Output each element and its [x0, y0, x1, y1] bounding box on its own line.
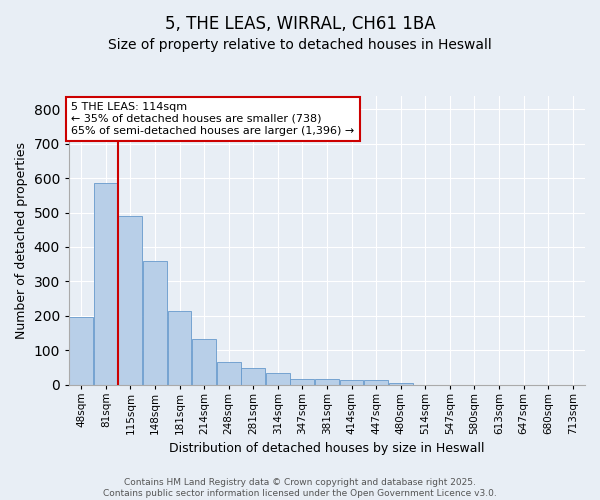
X-axis label: Distribution of detached houses by size in Heswall: Distribution of detached houses by size … — [169, 442, 485, 455]
Bar — [192, 339, 216, 384]
Bar — [340, 380, 364, 384]
Bar — [94, 184, 118, 384]
Text: Size of property relative to detached houses in Heswall: Size of property relative to detached ho… — [108, 38, 492, 52]
Bar — [266, 372, 290, 384]
Bar — [167, 310, 191, 384]
Text: Contains HM Land Registry data © Crown copyright and database right 2025.
Contai: Contains HM Land Registry data © Crown c… — [103, 478, 497, 498]
Bar — [217, 362, 241, 384]
Bar — [364, 380, 388, 384]
Bar — [389, 382, 413, 384]
Text: 5 THE LEAS: 114sqm
← 35% of detached houses are smaller (738)
65% of semi-detach: 5 THE LEAS: 114sqm ← 35% of detached hou… — [71, 102, 355, 136]
Bar — [70, 318, 93, 384]
Bar — [315, 378, 339, 384]
Bar — [290, 378, 314, 384]
Y-axis label: Number of detached properties: Number of detached properties — [15, 142, 28, 338]
Bar — [143, 260, 167, 384]
Bar — [241, 368, 265, 384]
Bar — [118, 216, 142, 384]
Text: 5, THE LEAS, WIRRAL, CH61 1BA: 5, THE LEAS, WIRRAL, CH61 1BA — [164, 15, 436, 33]
